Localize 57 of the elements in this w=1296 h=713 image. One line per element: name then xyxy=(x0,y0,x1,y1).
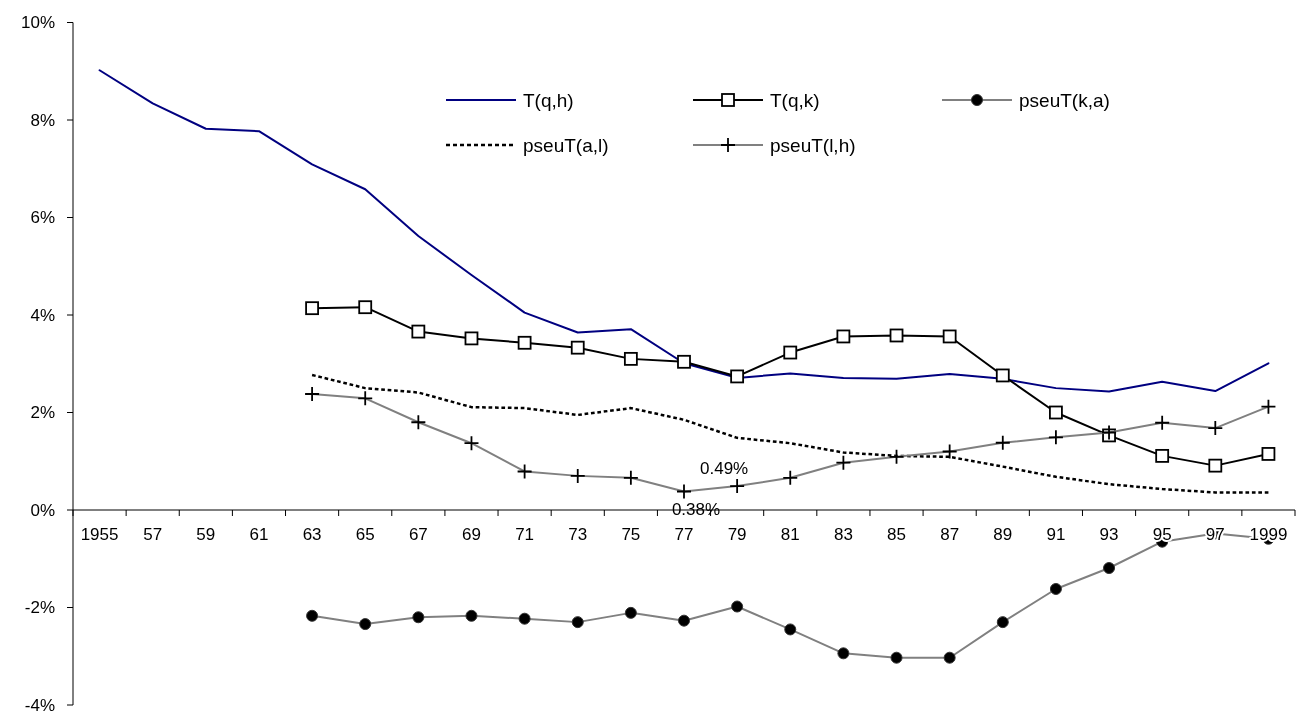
point xyxy=(358,300,373,315)
data-label: 0.38% xyxy=(671,500,721,520)
data-label: 0.49% xyxy=(700,459,749,479)
point xyxy=(1049,405,1063,420)
y-tick-label: 10% xyxy=(20,13,55,33)
point xyxy=(677,354,691,369)
point xyxy=(995,368,1010,383)
y-tick-label: 6% xyxy=(30,208,55,228)
x-tick-label: 59 xyxy=(196,525,216,544)
y-tick-label: 8% xyxy=(30,110,55,130)
x-tick-label: 73 xyxy=(568,525,588,544)
y-tick-label: -2% xyxy=(24,598,55,618)
x-tick-label: 57 xyxy=(143,525,163,544)
point xyxy=(411,324,426,339)
x-tick-label: 91 xyxy=(1046,525,1066,544)
x-tick-label: 81 xyxy=(780,525,800,544)
x-tick-label: 93 xyxy=(1099,525,1119,544)
x-tick-label: 75 xyxy=(621,525,641,544)
point xyxy=(1208,458,1223,473)
line-series xyxy=(98,69,1270,393)
point xyxy=(888,448,905,465)
point xyxy=(517,335,532,350)
x-tick-label: 67 xyxy=(408,525,428,544)
x-tick-label: 61 xyxy=(249,525,269,544)
x-tick-label: 1955 xyxy=(80,525,119,544)
x-tick-label: 1999 xyxy=(1249,525,1288,544)
point xyxy=(1261,447,1276,461)
legend-label: T(q,k) xyxy=(770,89,820,111)
point xyxy=(623,351,638,366)
point xyxy=(305,301,319,316)
x-tick-label: 77 xyxy=(674,525,694,544)
point xyxy=(1155,448,1170,463)
line-series xyxy=(310,373,1270,494)
x-tick-label: 65 xyxy=(355,525,375,544)
x-tick-label: 85 xyxy=(887,525,906,544)
y-tick-label: -4% xyxy=(24,695,55,713)
point xyxy=(942,329,957,344)
x-tick-label: 83 xyxy=(833,525,853,544)
y-tick-label: 0% xyxy=(30,500,55,520)
x-tick-label: 71 xyxy=(515,525,535,544)
point xyxy=(570,340,585,355)
x-tick-label: 89 xyxy=(993,525,1013,544)
legend-label: pseuT(k,a) xyxy=(1019,89,1110,111)
x-tick-label: 69 xyxy=(462,525,481,544)
point xyxy=(783,345,798,360)
y-tick-label: 4% xyxy=(30,305,55,325)
legend-label: T(q,h) xyxy=(523,89,574,111)
x-tick-label: 63 xyxy=(302,525,322,544)
point xyxy=(464,331,479,346)
x-tick-label: 87 xyxy=(940,525,960,544)
legend-label: pseuT(l,h) xyxy=(770,134,856,156)
legend-label: pseuT(a,l) xyxy=(523,134,609,156)
point xyxy=(836,329,851,344)
point xyxy=(889,328,904,343)
point xyxy=(730,369,745,384)
x-tick-label: 79 xyxy=(727,525,747,544)
y-tick-label: 2% xyxy=(30,403,55,423)
